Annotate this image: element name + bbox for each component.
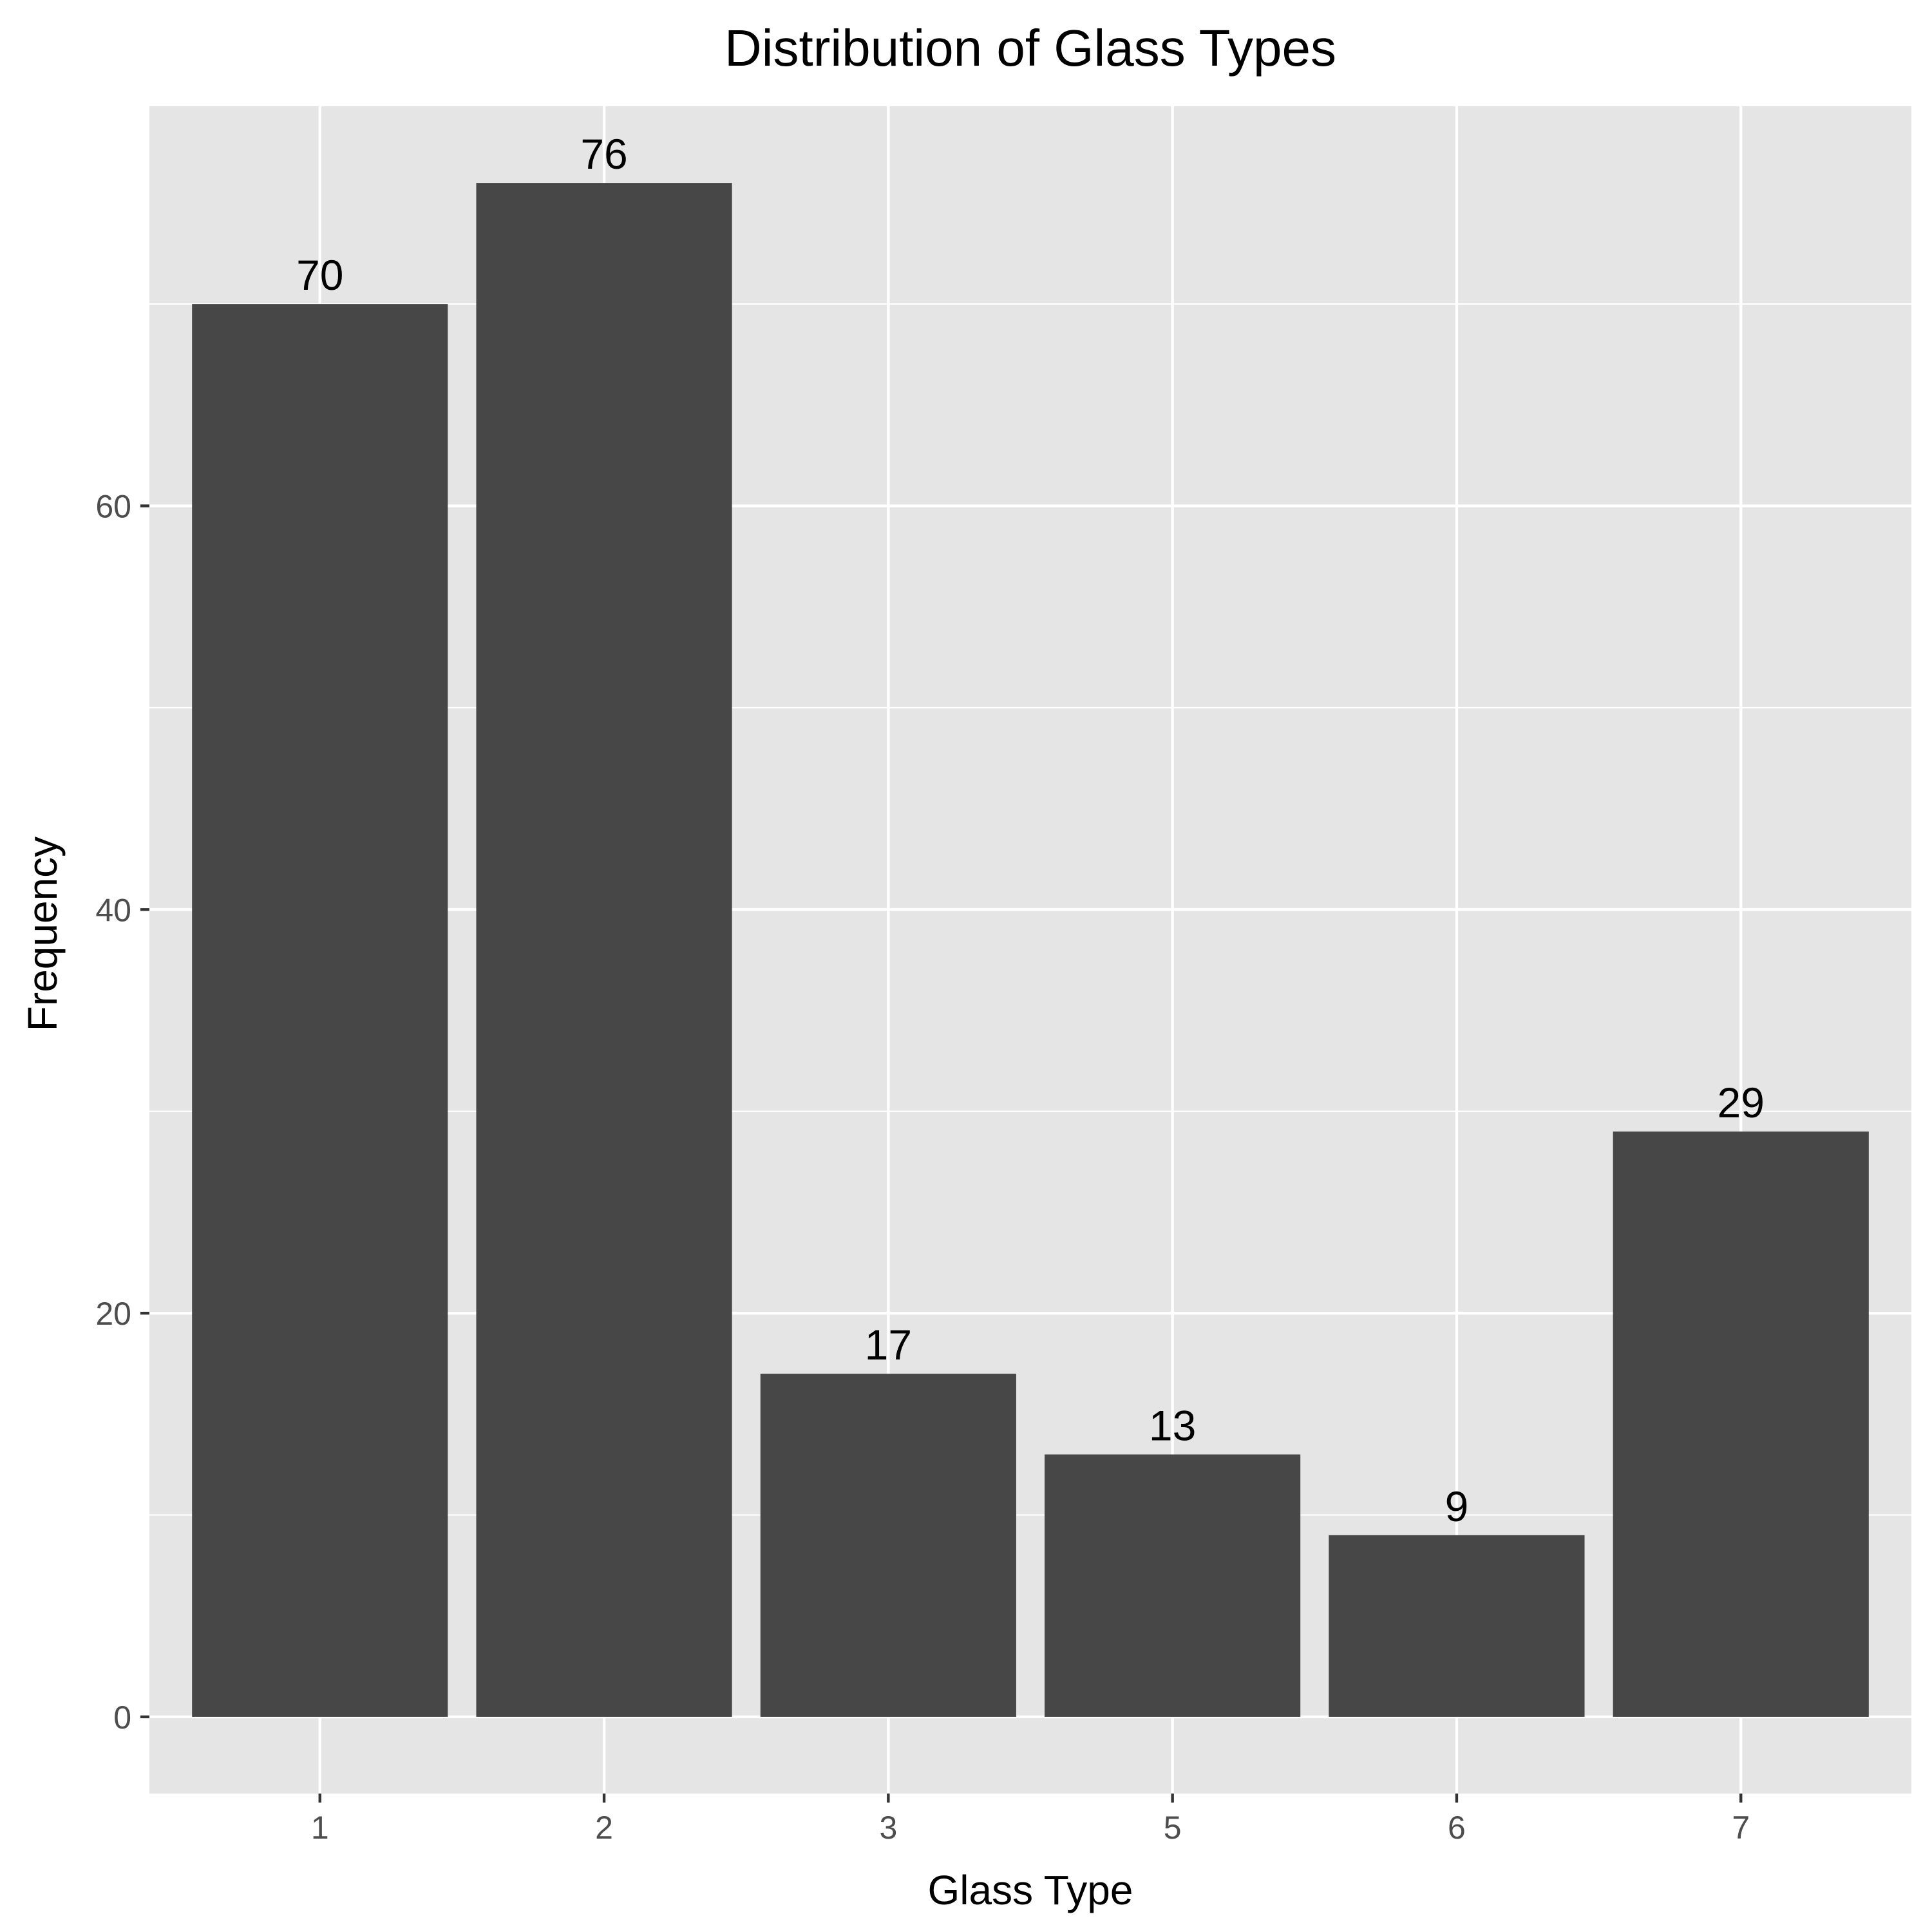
y-tick-label: 0: [113, 1700, 131, 1736]
bar: [1613, 1132, 1869, 1717]
x-tick-label: 6: [1448, 1810, 1466, 1846]
x-tick-label: 1: [311, 1810, 329, 1846]
x-tick-label: 7: [1732, 1810, 1750, 1846]
bar: [1329, 1535, 1585, 1717]
bar: [476, 183, 732, 1717]
bar: [760, 1374, 1016, 1717]
bar-value-label: 13: [1149, 1401, 1196, 1449]
bar: [1045, 1454, 1301, 1717]
bar-value-label: 17: [865, 1321, 912, 1368]
bars: [192, 183, 1869, 1717]
y-tick-label: 40: [95, 892, 131, 928]
bar-value-label: 29: [1718, 1079, 1765, 1126]
y-tick-label: 60: [95, 489, 131, 525]
y-tick-label: 20: [95, 1296, 131, 1332]
bar-value-label: 70: [296, 251, 343, 299]
x-tick-label: 2: [595, 1810, 613, 1846]
axes: 0 20 40 60 1 2 3 5 6 7: [95, 489, 1750, 1846]
x-tick-label: 3: [879, 1810, 897, 1846]
bar-value-label: 9: [1445, 1482, 1469, 1530]
bar-value-label: 76: [580, 130, 627, 178]
chart-title: Distribution of Glass Types: [724, 19, 1336, 77]
x-tick-label: 5: [1164, 1810, 1182, 1846]
data-labels: 70 76 17 13 9 29: [296, 130, 1765, 1530]
x-axis-label: Glass Type: [928, 1867, 1133, 1913]
y-axis-label: Frequency: [19, 837, 66, 1031]
bar: [192, 304, 448, 1717]
